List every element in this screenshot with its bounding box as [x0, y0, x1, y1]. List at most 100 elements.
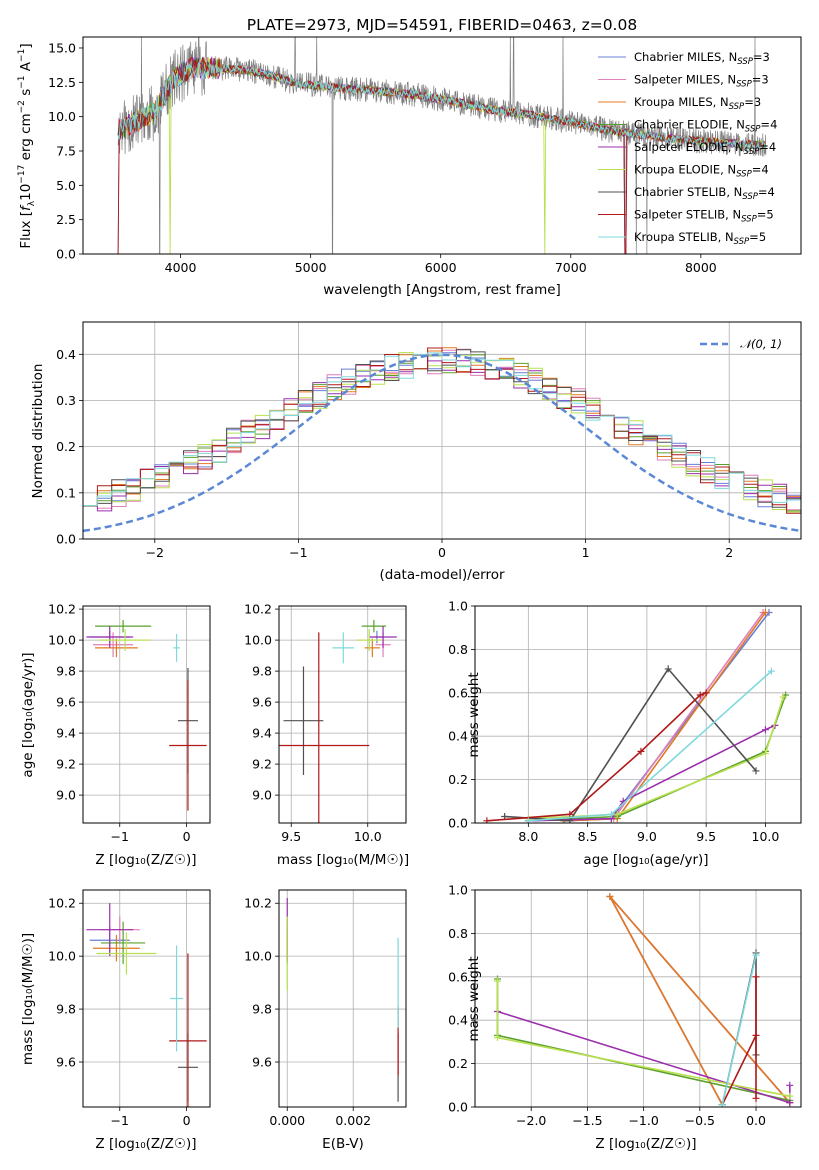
mass-weight-marker	[718, 1101, 726, 1107]
mass-weight-marker	[566, 817, 574, 823]
plot-frame	[474, 889, 802, 1108]
mass-weight-marker	[483, 817, 491, 823]
y-tick-label: 9.6	[252, 1055, 272, 1070]
y-tick-label: 10.2	[244, 896, 272, 911]
weight-age-xlabel: age [log₁₀(age/yr)]	[583, 852, 708, 868]
y-tick-label: 9.8	[56, 664, 76, 679]
y-tick-label: 10.0	[48, 633, 76, 648]
x-tick-label: −1.5	[572, 1113, 602, 1128]
y-tick-label: 9.6	[56, 1055, 76, 1070]
mass-weight-marker	[767, 667, 775, 675]
mass-weight-line	[528, 724, 776, 822]
legend-entry: Salpeter MILES, NSSP=3	[634, 73, 769, 90]
legend-nssp-prefix: N	[729, 50, 738, 64]
y-tick-label: 10.0	[244, 949, 272, 964]
legend-nssp-prefix: N	[734, 185, 743, 199]
mass-z-xlabel: Z [log₁₀(Z/Z☉)]	[95, 1136, 196, 1152]
spectrum-ylabel-exp4: −1	[17, 49, 27, 62]
legend-nssp-prefix: N	[736, 118, 745, 132]
plot-layer: 4000 5000 6000 7000 80000.02.55.07.510.012.5…	[48, 36, 802, 1128]
legend-model: Salpeter MILES	[634, 73, 720, 87]
y-tick-label: 10.0	[48, 109, 76, 124]
spectrum-ylabel-unit: erg cm	[18, 113, 34, 164]
y-tick-label: 0.0	[56, 247, 76, 262]
legend-nssp: 3	[761, 73, 768, 87]
x-tick-label: 10.0	[752, 829, 780, 844]
y-tick-label: 9.2	[56, 757, 76, 772]
legend-nssp-sub: SSP	[737, 57, 753, 67]
legend-nssp-sub: SSP	[729, 102, 745, 112]
legend-sep: ,	[729, 118, 736, 132]
mass-weight-marker	[752, 1031, 760, 1039]
y-tick-label: 5.0	[56, 178, 76, 193]
x-tick-label: 6000	[425, 260, 457, 275]
y-tick-label: 0.8	[448, 642, 468, 657]
legend-sep: ,	[726, 185, 733, 199]
legend-eq: =	[758, 185, 768, 199]
y-tick-label: 0.4	[448, 729, 468, 744]
legend-nssp-sub: SSP	[741, 215, 757, 225]
x-tick-label: 0.000	[269, 1113, 305, 1128]
legend-model: Kroupa MILES	[634, 95, 713, 109]
x-tick-label: −1	[289, 545, 307, 560]
x-tick-label: −0.5	[685, 1113, 715, 1128]
mass-weight-marker	[493, 977, 501, 985]
legend-nssp: 3	[763, 50, 770, 64]
model-spectrum-line	[117, 56, 766, 254]
legend-model: Chabrier ELODIE	[634, 118, 729, 132]
mass-weight-marker	[786, 1092, 794, 1100]
legend-nssp-sub: SSP	[734, 237, 750, 247]
mass-weight-marker	[752, 767, 760, 775]
weight-z-ylabel: mass weight	[466, 956, 482, 1041]
legend-nssp-sub: SSP	[744, 147, 760, 157]
y-tick-label: 0.4	[448, 1013, 468, 1028]
normal-distribution-curve	[83, 353, 801, 533]
x-tick-label: −1.0	[628, 1113, 658, 1128]
x-tick-label: 0.002	[335, 1113, 371, 1128]
plot-frame	[474, 605, 802, 824]
y-tick-label: 10.2	[244, 602, 272, 617]
svg-text:Chabrier MILES, NSSP=3: Chabrier MILES, NSSP=3	[634, 50, 770, 67]
plot-frame	[82, 889, 211, 1108]
model-spectrum-line	[117, 56, 766, 254]
mass-weight-marker	[524, 817, 532, 823]
x-tick-label: 9.5	[696, 829, 716, 844]
x-tick-label: 2	[725, 545, 733, 560]
y-tick-label: 1.0	[448, 883, 468, 898]
legend-nssp: 4	[770, 118, 777, 132]
mass-weight-marker	[761, 750, 769, 758]
y-tick-label: 7.5	[56, 143, 76, 158]
x-tick-label: 7000	[555, 260, 587, 275]
legend-eq: =	[744, 95, 754, 109]
legend-nssp-prefix: N	[727, 73, 736, 87]
age-mass-xlabel: mass [log₁₀(M/M☉)]	[277, 852, 409, 868]
spectrum-ylabel-exp2: −2	[17, 100, 27, 113]
mass-weight-marker	[752, 1094, 760, 1102]
spectrum-ylabel-f: f	[18, 204, 34, 211]
x-tick-label: 10.0	[354, 829, 382, 844]
y-tick-label: 0.0	[448, 1100, 468, 1115]
spectrum-legend: Chabrier MILES, NSSP=3 Salpeter MILES, N…	[634, 50, 777, 247]
svg-text:Chabrier ELODIE, NSSP=4: Chabrier ELODIE, NSSP=4	[634, 118, 777, 135]
x-tick-label: −1	[111, 1113, 129, 1128]
mass-weight-marker	[607, 810, 615, 818]
legend-nssp-prefix: N	[732, 208, 741, 222]
model-spectrum-line	[117, 60, 766, 151]
weight-age-ylabel: mass weight	[466, 672, 482, 757]
legend-eq: =	[760, 118, 770, 132]
y-tick-label: 2.5	[56, 212, 76, 227]
y-tick-label: 9.4	[252, 726, 272, 741]
age-z-ylabel: age [log₁₀(age/yr)]	[20, 652, 36, 777]
spectrum-ylabel-post: ]	[18, 43, 34, 48]
y-tick-label: 0.3	[56, 393, 76, 408]
y-tick-label: 10.0	[48, 949, 76, 964]
residuals-ylabel: Normed distribution	[30, 364, 46, 499]
mass-weight-marker	[566, 810, 574, 818]
x-tick-label: 0	[183, 829, 191, 844]
legend-sep: ,	[728, 140, 735, 154]
y-tick-label: 9.8	[252, 1002, 272, 1017]
mass-weight-marker	[786, 1081, 794, 1089]
legend-entry: Kroupa STELIB, NSSP=5	[634, 230, 766, 247]
mass-weight-marker	[752, 951, 760, 959]
svg-text:Kroupa STELIB, NSSP=5: Kroupa STELIB, NSSP=5	[634, 230, 766, 247]
